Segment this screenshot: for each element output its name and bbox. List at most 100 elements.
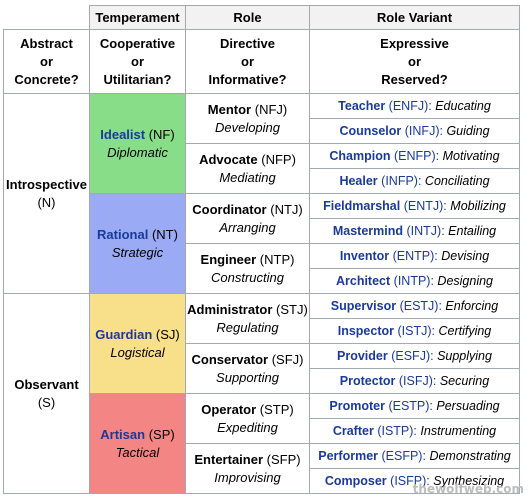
header-role: Role [185,5,310,30]
variant-code: (INFJ): [404,124,443,138]
subheader-abstract-concrete: Abstract or Concrete? [3,29,90,94]
temperament-desc: Logistical [110,344,165,360]
variant-cell-crafter: Crafter (ISTP): Instrumenting [309,418,520,444]
subheader-expressive-reserved: Expressive or Reserved? [309,29,520,94]
group-cell-observant: Observant (S) [3,293,90,494]
variant-cell-performer: Performer (ESFP): Demonstrating [309,443,520,469]
role-cell-conservator: Conservator (SFJ) Supporting [185,343,310,394]
variant-code: (INTP): [393,274,434,288]
variant-name-link[interactable]: Composer [324,474,387,488]
subheader-line: or [241,53,254,69]
variant-name-link[interactable]: Crafter [332,424,374,438]
keirsey-temperament-table: Temperament Role Role Variant Abstract o… [3,5,520,494]
role-code: (SFJ) [271,351,304,367]
temperament-desc: Strategic [111,244,164,260]
role-code: (STJ) [276,301,308,317]
variant-desc: Guiding [446,124,490,138]
variant-desc: Mobilizing [450,199,506,213]
role-desc: Arranging [219,219,276,235]
variant-code: (ISFJ): [398,374,437,388]
variant-code: (ESTJ): [399,299,442,313]
variant-name-link[interactable]: Performer [318,449,379,463]
variant-cell-architect: Architect (INTP): Designing [309,268,520,294]
temperament-name[interactable]: Rational [97,226,149,242]
variant-code: (ESFP): [381,449,426,463]
variant-desc: Devising [441,249,490,263]
variant-code: (ESTP): [388,399,433,413]
variant-name-link[interactable]: Provider [337,349,388,363]
variant-cell-provider: Provider (ESFJ): Supplying [309,343,520,369]
role-cell-administrator: Administrator (STJ) Regulating [185,293,310,344]
variant-name-link[interactable]: Inventor [339,249,390,263]
temperament-cell-guardian: Guardian (SJ) Logistical [89,293,186,394]
variant-desc: Educating [435,99,491,113]
variant-cell-composer: Composer (ISFP): Synthesizing [309,468,520,494]
empty-corner-cell [3,5,90,30]
variant-name-link[interactable]: Teacher [338,99,386,113]
temperament-cell-artisan: Artisan (SP) Tactical [89,393,186,494]
variant-name-link[interactable]: Healer [339,174,378,188]
role-name: Mentor [207,101,252,117]
temperament-desc: Tactical [115,444,160,460]
variant-name-link[interactable]: Architect [335,274,391,288]
variant-cell-inventor: Inventor (ENTP): Devising [309,243,520,269]
role-cell-coordinator: Coordinator (NTJ) Arranging [185,193,310,244]
variant-code: (ENFJ): [388,99,432,113]
subheader-line: or [40,53,53,69]
role-desc: Regulating [216,319,279,335]
temperament-name[interactable]: Guardian [95,326,153,342]
group-code: (N) [37,194,56,210]
variant-code: (INTJ): [406,224,445,238]
variant-code: (ENFP): [393,149,440,163]
subheader-cooperative-utilitarian: Cooperative or Utilitarian? [89,29,186,94]
temperament-name[interactable]: Idealist [100,126,146,142]
variant-name-link[interactable]: Inspector [337,324,394,338]
variant-cell-supervisor: Supervisor (ESTJ): Enforcing [309,293,520,319]
role-name: Coordinator [192,201,267,217]
role-desc: Developing [214,119,281,135]
variant-name-link[interactable]: Fieldmarshal [323,199,401,213]
role-name: Engineer [200,251,257,267]
group-name: Introspective [6,176,87,192]
role-cell-entertainer: Entertainer (SFP) Improvising [185,443,310,494]
temperament-name[interactable]: Artisan [100,426,146,442]
variant-cell-mastermind: Mastermind (INTJ): Entailing [309,218,520,244]
subheader-directive-informative: Directive or Informative? [185,29,310,94]
variant-desc: Enforcing [445,299,499,313]
variant-desc: Motivating [442,149,500,163]
role-desc: Improvising [214,469,281,485]
variant-desc: Certifying [438,324,492,338]
header-role-variant: Role Variant [309,5,520,30]
variant-desc: Supplying [437,349,492,363]
variant-desc: Securing [439,374,490,388]
variant-code: (ISTP): [377,424,417,438]
role-name: Administrator [187,301,273,317]
variant-code: (ESFJ): [391,349,434,363]
role-desc: Supporting [216,369,279,385]
role-code: (STP) [259,401,294,417]
role-desc: Expediting [217,419,278,435]
variant-name-link[interactable]: Protector [339,374,396,388]
subheader-line: Directive [220,35,275,51]
variant-code: (ISTJ): [397,324,435,338]
variant-name-link[interactable]: Supervisor [330,299,397,313]
variant-desc: Persuading [436,399,500,413]
variant-desc: Demonstrating [429,449,511,463]
role-desc: Constructing [211,269,284,285]
variant-name-link[interactable]: Promoter [329,399,385,413]
temperament-cell-rational: Rational (NT) Strategic [89,193,186,294]
variant-name-link[interactable]: Champion [329,149,391,163]
variant-cell-counselor: Counselor (INFJ): Guiding [309,118,520,144]
variant-code: (ENTJ): [403,199,447,213]
temperament-code: (SJ) [155,326,180,342]
variant-code: (INFP): [381,174,422,188]
variant-cell-inspector: Inspector (ISTJ): Certifying [309,318,520,344]
subheader-line: Concrete? [14,71,79,87]
variant-desc: Designing [437,274,494,288]
subheader-line: Expressive [380,35,449,51]
subheader-line: Informative? [208,71,287,87]
variant-name-link[interactable]: Counselor [339,124,402,138]
subheader-line: Reserved? [381,71,448,87]
variant-name-link[interactable]: Mastermind [332,224,404,238]
temperament-cell-idealist: Idealist (NF) Diplomatic [89,93,186,194]
